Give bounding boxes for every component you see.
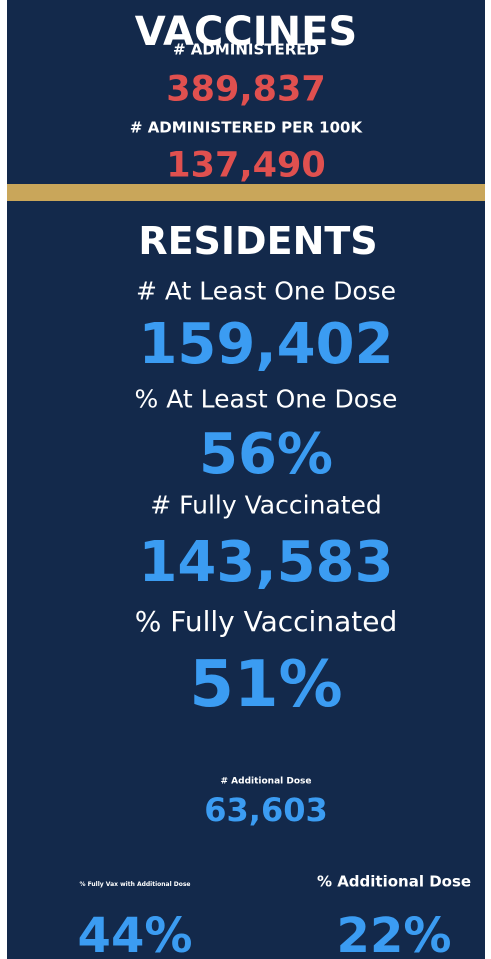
per100k-value: 137,490 <box>166 145 326 184</box>
residents-panel: RESIDENTS # At Least One Dose 159,402 % … <box>7 201 485 959</box>
bottom-label: % Fully Vax with Additional Dose <box>79 881 191 888</box>
stat-label: # At Least One Dose <box>135 276 397 306</box>
vaccines-panel: VACCINES # ADMINISTERED 389,837 # ADMINI… <box>7 0 485 184</box>
stat-label: # Fully Vaccinated <box>150 490 382 520</box>
bottom-value: 44% <box>77 908 193 959</box>
stat-value: 56% <box>198 422 334 487</box>
additional-value: 63,603 <box>204 791 328 829</box>
stat-value: 143,583 <box>138 530 394 595</box>
stat-value: 51% <box>189 648 343 722</box>
residents-title: RESIDENTS <box>138 219 378 263</box>
administered-label: # ADMINISTERED <box>172 40 320 59</box>
additional-label: # Additional Dose <box>220 776 312 787</box>
administered-value: 389,837 <box>166 69 326 110</box>
stat-value: 159,402 <box>138 312 394 377</box>
divider-band <box>7 184 485 201</box>
vaccines-title: VACCINES <box>134 9 358 55</box>
bottom-value: 22% <box>336 908 452 959</box>
stat-label: % At Least One Dose <box>134 384 398 414</box>
stat-label: % Fully Vaccinated <box>134 605 398 638</box>
bottom-label: % Additional Dose <box>316 872 472 891</box>
per100k-label: # ADMINISTERED PER 100K <box>129 118 363 137</box>
